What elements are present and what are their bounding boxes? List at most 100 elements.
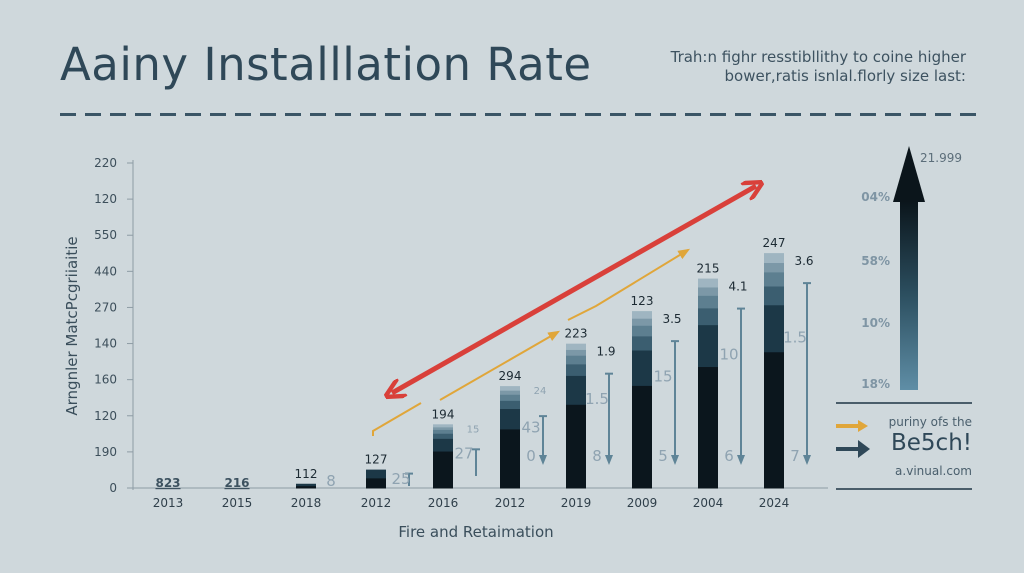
bar-value-label: 247 bbox=[763, 236, 786, 250]
orange-trend-segment-3 bbox=[567, 248, 691, 321]
bar-segment bbox=[500, 428, 520, 489]
y-tick-label: 440 bbox=[94, 264, 117, 278]
red-trend-arrow bbox=[392, 186, 756, 393]
y-tick-label: 120 bbox=[94, 409, 117, 423]
bar-segment bbox=[566, 355, 586, 365]
y-tick-label: 190 bbox=[94, 445, 117, 459]
gauge-label-3: 10% bbox=[861, 316, 890, 330]
x-category-label: 2024 bbox=[759, 496, 790, 510]
bar-value-label: 294 bbox=[499, 369, 522, 383]
side-value-mid: 43 bbox=[521, 419, 540, 437]
x-category-label: 2019 bbox=[561, 496, 592, 510]
side-value-mid: 15 bbox=[653, 368, 672, 386]
bar-segment bbox=[698, 324, 718, 368]
side-value-top: 3.5 bbox=[662, 312, 681, 326]
bar-segment bbox=[566, 343, 586, 350]
y-ticks: 0 190 120 160 140 270 440 550 120 220 bbox=[94, 156, 133, 495]
bar-segment bbox=[632, 325, 652, 337]
dashed-divider bbox=[60, 113, 978, 116]
x-category-label: 2015 bbox=[222, 496, 253, 510]
side-value-top: 15 bbox=[467, 424, 480, 435]
bar-segment bbox=[500, 386, 520, 391]
orange-arrow-icon bbox=[836, 420, 868, 432]
navy-arrow-icon bbox=[836, 440, 870, 458]
bar-segment bbox=[500, 408, 520, 430]
bar-value-label: 123 bbox=[631, 294, 654, 308]
bar-segment bbox=[433, 426, 453, 430]
side-value-mid: 25 bbox=[391, 470, 410, 488]
y-tick-label: 160 bbox=[94, 373, 117, 387]
bar-value-label: 127 bbox=[365, 453, 388, 467]
bar-segment bbox=[433, 433, 453, 439]
x-category-label: 2018 bbox=[291, 496, 322, 510]
bar-segment bbox=[764, 262, 784, 273]
bar-segment bbox=[764, 271, 784, 287]
gauge-top-label: 21.999 bbox=[920, 151, 962, 165]
bar-segment bbox=[500, 394, 520, 401]
y-axis-title: Arngnler MatcPcgriiaitie bbox=[63, 236, 81, 415]
x-category-label: 2013 bbox=[153, 496, 184, 510]
subtitle-line-2: bower,ratis isnlal.florly size last: bbox=[724, 67, 966, 85]
side-value-top: 4.1 bbox=[728, 280, 747, 294]
x-category-label: 2012 bbox=[361, 496, 392, 510]
gauge-label-2: 58% bbox=[861, 254, 890, 268]
side-value-mid: 10 bbox=[719, 346, 738, 364]
y-tick-label: 220 bbox=[94, 156, 117, 170]
side-value-bottom: 8 bbox=[592, 447, 602, 465]
side-value-top: 1.9 bbox=[596, 345, 615, 359]
side-value-bottom: 6 bbox=[724, 447, 734, 465]
legend-box: puriny ofs the Be5ch! a.vinual.com bbox=[836, 402, 972, 490]
gauge-arrow-head-icon bbox=[893, 146, 925, 202]
bar-segment bbox=[698, 278, 718, 288]
trend-lines bbox=[372, 186, 756, 436]
side-value-mid: 8 bbox=[326, 472, 336, 490]
subtitle-line-1: Trah:n fighr resstibllithy to coine high… bbox=[670, 48, 966, 66]
bar-segment bbox=[698, 286, 718, 296]
bar-segment bbox=[500, 400, 520, 410]
bar-segment bbox=[566, 363, 586, 376]
bar-segment bbox=[764, 285, 784, 306]
y-tick-label: 270 bbox=[94, 300, 117, 314]
bar-segment bbox=[632, 311, 652, 319]
bar-segment bbox=[433, 451, 453, 489]
legend-line-3: a.vinual.com bbox=[895, 464, 972, 478]
x-category-label: 2009 bbox=[627, 496, 658, 510]
gauge-label-1: 04% bbox=[861, 190, 890, 204]
side-value-bottom: 5 bbox=[658, 447, 668, 465]
side-value-top: 24 bbox=[534, 386, 547, 397]
y-tick-label: 0 bbox=[109, 481, 117, 495]
bar-segment bbox=[764, 304, 784, 353]
axes bbox=[127, 160, 828, 490]
bar-value-label: 215 bbox=[697, 262, 720, 276]
bar-segment bbox=[698, 366, 718, 489]
x-category-label: 2012 bbox=[495, 496, 526, 510]
y-tick-label: 140 bbox=[94, 337, 117, 351]
bar-segment bbox=[433, 438, 453, 452]
bar-segment bbox=[632, 318, 652, 326]
bar-segment bbox=[632, 350, 652, 386]
side-value-bottom: 7 bbox=[790, 447, 800, 465]
side-value-bottom: 0 bbox=[526, 447, 536, 465]
gauge-label-4: 18% bbox=[861, 377, 890, 391]
bar-segment bbox=[366, 469, 386, 479]
bar-value-label: 216 bbox=[224, 476, 249, 490]
x-category-label: 2004 bbox=[693, 496, 724, 510]
x-category-label: 2016 bbox=[428, 496, 459, 510]
side-gauge: 21.999 04% 58% 10% 18% bbox=[861, 146, 962, 391]
orange-trend-segment-1 bbox=[372, 402, 422, 436]
bar-segment bbox=[698, 307, 718, 326]
y-tick-label: 120 bbox=[94, 192, 117, 206]
bar-value-label: 223 bbox=[565, 327, 588, 341]
bar-segment bbox=[566, 375, 586, 405]
bar-value-label: 194 bbox=[432, 407, 455, 421]
y-tick-label: 550 bbox=[94, 228, 117, 242]
bar-segment bbox=[632, 335, 652, 351]
side-value-mid: 27 bbox=[454, 445, 473, 463]
chart-subtitle: Trah:n fighr resstibllithy to coine high… bbox=[606, 48, 966, 86]
bar-segment bbox=[433, 429, 453, 434]
bar-segment bbox=[566, 349, 586, 356]
bar-segment bbox=[500, 390, 520, 395]
bar-value-label: 823 bbox=[155, 476, 180, 490]
bar-segment bbox=[632, 385, 652, 489]
